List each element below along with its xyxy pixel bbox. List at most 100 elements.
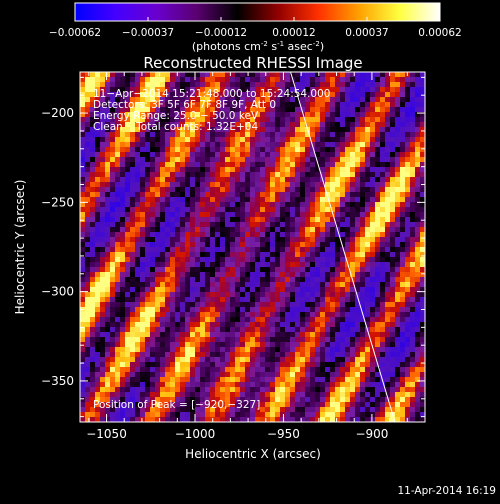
heatmap-cell (205, 407, 210, 412)
heatmap-cell (245, 132, 250, 137)
heatmap-cell (180, 262, 185, 267)
heatmap-cell (100, 107, 105, 112)
heatmap-cell (160, 257, 165, 262)
heatmap-cell (360, 267, 365, 272)
heatmap-cell (375, 137, 380, 142)
heatmap-cell (205, 282, 210, 287)
heatmap-cell (90, 267, 95, 272)
heatmap-cell (335, 332, 340, 337)
heatmap-cell (210, 147, 215, 152)
heatmap-cell (175, 82, 180, 87)
heatmap-cell (175, 177, 180, 182)
heatmap-cell (160, 282, 165, 287)
heatmap-cell (265, 252, 270, 257)
heatmap-cell (395, 187, 400, 192)
heatmap-cell (80, 197, 85, 202)
heatmap-cell (345, 167, 350, 172)
heatmap-cell (120, 192, 125, 197)
heatmap-cell (220, 117, 225, 122)
heatmap-cell (130, 282, 135, 287)
heatmap-cell (230, 317, 235, 322)
heatmap-cell (240, 347, 245, 352)
heatmap-cell (190, 392, 195, 397)
heatmap-cell (235, 407, 240, 412)
heatmap-cell (410, 102, 415, 107)
heatmap-cell (140, 117, 145, 122)
heatmap-cell (275, 267, 280, 272)
heatmap-cell (235, 167, 240, 172)
heatmap-cell (90, 107, 95, 112)
heatmap-cell (170, 407, 175, 412)
heatmap-cell (150, 407, 155, 412)
heatmap-cell (205, 322, 210, 327)
heatmap-cell (190, 292, 195, 297)
heatmap-cell (340, 302, 345, 307)
heatmap-cell (400, 187, 405, 192)
heatmap-cell (305, 342, 310, 347)
heatmap-cell (290, 197, 295, 202)
heatmap-cell (300, 207, 305, 212)
heatmap-cell (85, 262, 90, 267)
heatmap-cell (90, 122, 95, 127)
heatmap-cell (330, 337, 335, 342)
heatmap-cell (160, 337, 165, 342)
heatmap-cell (395, 347, 400, 352)
heatmap-cell (90, 347, 95, 352)
heatmap-cell (140, 342, 145, 347)
heatmap-cell (405, 382, 410, 387)
heatmap-cell (360, 247, 365, 252)
heatmap-cell (285, 402, 290, 407)
heatmap-cell (305, 377, 310, 382)
heatmap-cell (265, 297, 270, 302)
heatmap-cell (420, 332, 425, 337)
heatmap-cell (400, 122, 405, 127)
heatmap-cell (240, 322, 245, 327)
heatmap-cell (125, 297, 130, 302)
heatmap-cell (210, 387, 215, 392)
heatmap-cell (210, 377, 215, 382)
heatmap-cell (275, 377, 280, 382)
heatmap-cell (370, 182, 375, 187)
heatmap-cell (80, 332, 85, 337)
heatmap-cell (80, 172, 85, 177)
heatmap-cell (325, 352, 330, 357)
heatmap-cell (335, 362, 340, 367)
heatmap-cell (90, 212, 95, 217)
heatmap-cell (295, 182, 300, 187)
heatmap-cell (235, 302, 240, 307)
heatmap-cell (125, 392, 130, 397)
heatmap-cell (230, 362, 235, 367)
heatmap-cell (185, 227, 190, 232)
heatmap-cell (400, 217, 405, 222)
heatmap-cell (255, 102, 260, 107)
heatmap-cell (90, 177, 95, 182)
heatmap-cell (125, 312, 130, 317)
heatmap-cell (120, 237, 125, 242)
heatmap-cell (170, 302, 175, 307)
heatmap-cell (310, 317, 315, 322)
heatmap-cell (110, 297, 115, 302)
heatmap-cell (180, 397, 185, 402)
heatmap-cell (230, 217, 235, 222)
heatmap-cell (290, 337, 295, 342)
heatmap-cell (310, 322, 315, 327)
heatmap-cell (340, 82, 345, 87)
heatmap-cell (115, 172, 120, 177)
heatmap-cell (335, 162, 340, 167)
heatmap-cell (245, 177, 250, 182)
heatmap-cell (270, 192, 275, 197)
heatmap-cell (115, 327, 120, 332)
heatmap-cell (415, 162, 420, 167)
heatmap-cell (135, 342, 140, 347)
heatmap-cell (355, 202, 360, 207)
heatmap-cell (175, 207, 180, 212)
heatmap-cell (100, 227, 105, 232)
heatmap-cell (325, 357, 330, 362)
heatmap-cell (100, 322, 105, 327)
heatmap-cell (225, 377, 230, 382)
heatmap-cell (305, 292, 310, 297)
heatmap-cell (415, 142, 420, 147)
heatmap-cell (205, 272, 210, 277)
heatmap-cell (85, 177, 90, 182)
heatmap-cell (225, 242, 230, 247)
